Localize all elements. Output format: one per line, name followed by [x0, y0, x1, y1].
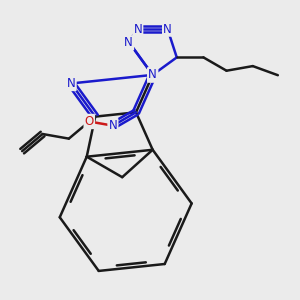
- Text: N: N: [124, 36, 133, 50]
- Text: N: N: [109, 119, 117, 132]
- Text: N: N: [148, 68, 157, 81]
- Text: N: N: [134, 22, 142, 36]
- Text: N: N: [148, 68, 157, 81]
- Text: N: N: [67, 77, 76, 90]
- Text: O: O: [85, 115, 94, 128]
- Text: N: N: [163, 22, 172, 36]
